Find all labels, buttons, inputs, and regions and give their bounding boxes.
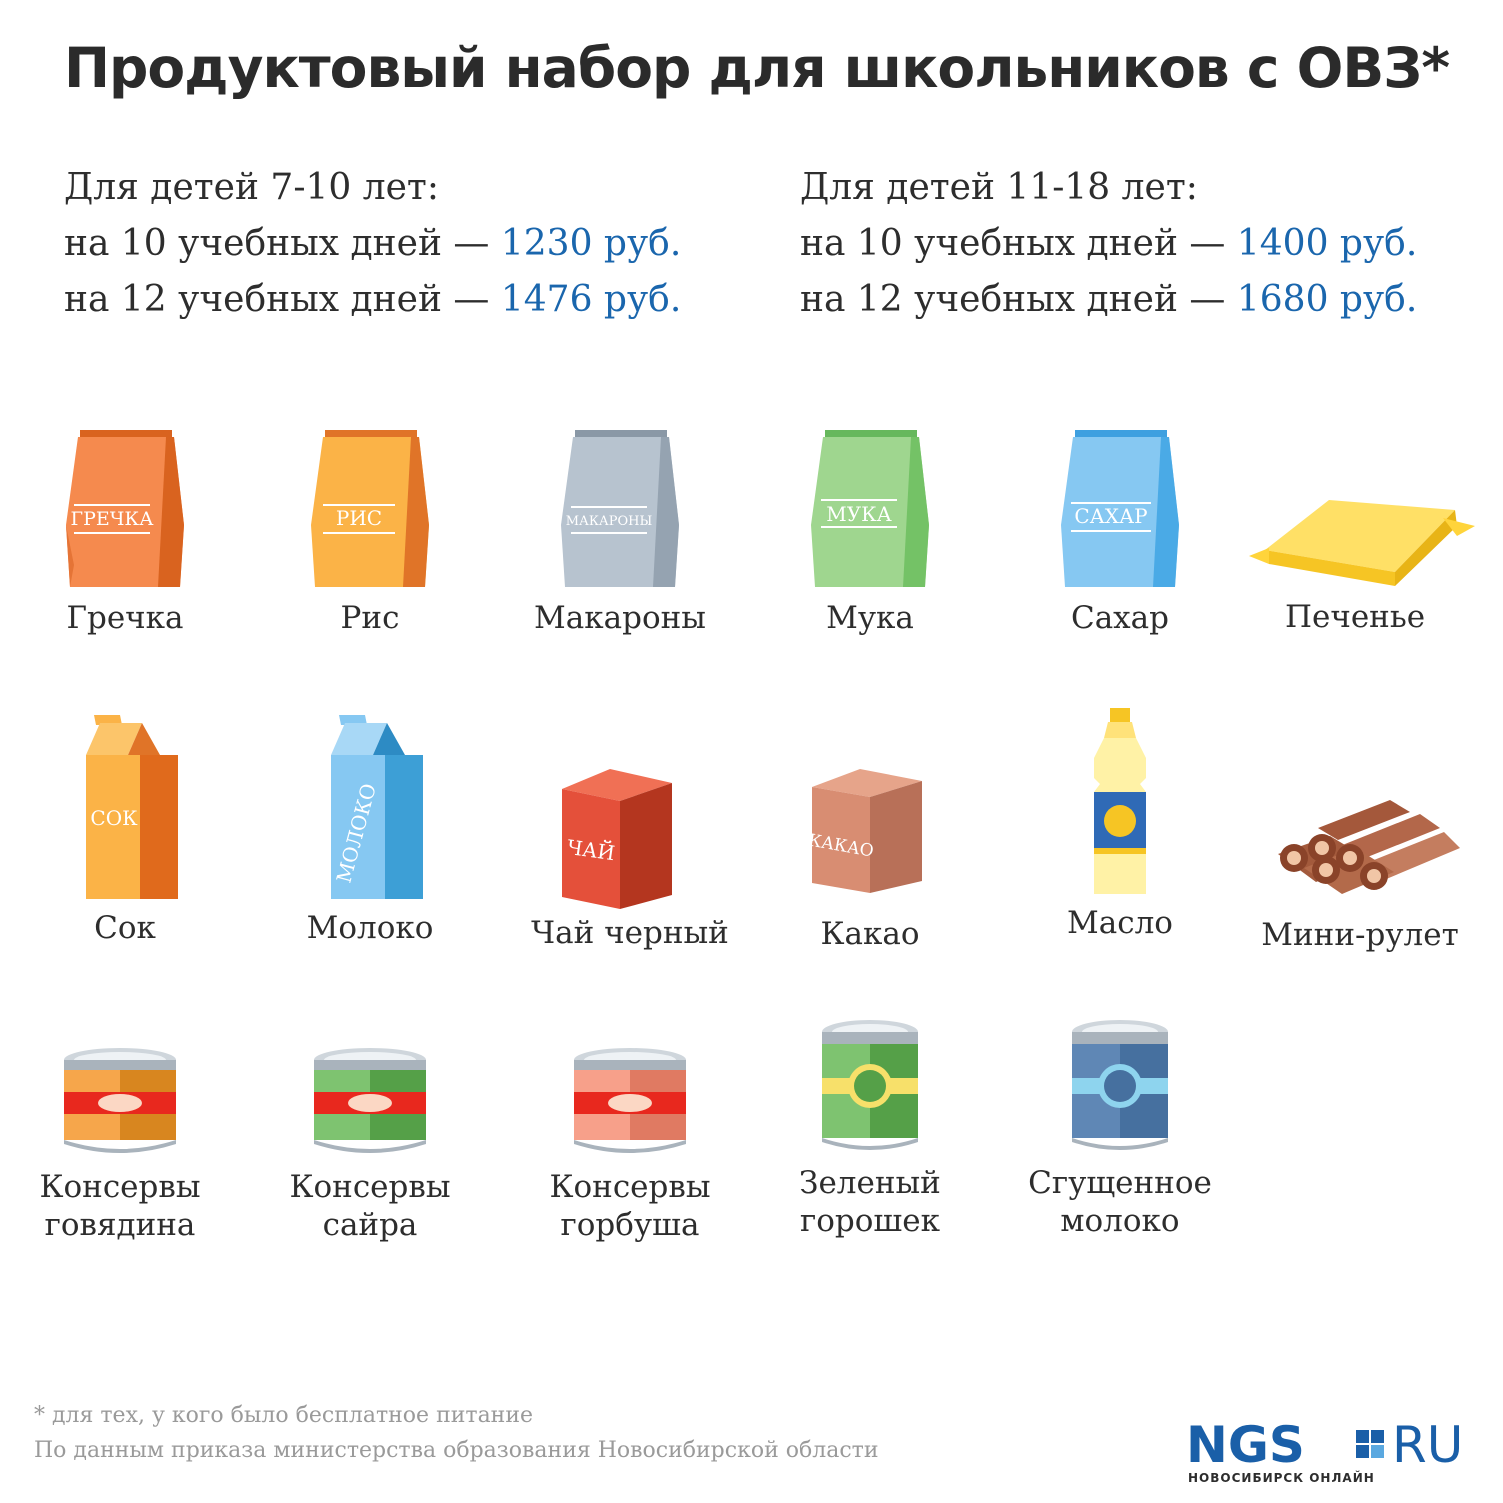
can-icon [574, 1048, 686, 1153]
can-icon [822, 1020, 918, 1150]
item-makarony: МАКАРОНЫ Макароны [495, 425, 745, 637]
price-header: Для детей 7-10 лет: [64, 167, 439, 208]
item-label: Макароны [534, 600, 706, 636]
package-label: ГРЕЧКА [70, 508, 154, 530]
can-icon [1072, 1020, 1168, 1150]
item-gorbusha: Консервы горбуша [505, 1046, 755, 1244]
item-label: Какао [820, 916, 920, 952]
package-label: САХАР [1074, 504, 1147, 528]
price-value: 1400 руб. [1236, 223, 1418, 264]
price-line-10-days: на 10 учебных дней — 1230 руб. [64, 223, 682, 264]
bag-icon: РИС [311, 430, 429, 587]
item-label: Консервы горбуша [549, 1169, 711, 1243]
box-icon: КАКАО [807, 769, 922, 893]
item-label: Печенье [1284, 599, 1426, 635]
item-label: Масло [1067, 905, 1173, 941]
svg-text:NGS: NGS [1186, 1418, 1305, 1474]
cookie-pack-icon [1249, 500, 1475, 586]
roll-cake-icon [1278, 800, 1460, 894]
bag-icon: МАКАРОНЫ [561, 430, 679, 587]
footnote: * для тех, у кого было бесплатное питани… [34, 1403, 534, 1428]
svg-text:НОВОСИБИРСК ОНЛАЙН: НОВОСИБИРСК ОНЛАЙН [1188, 1470, 1375, 1485]
item-label: Сок [94, 910, 156, 946]
item-chai: ЧАЙ Чай черный [495, 765, 745, 952]
bag-icon: САХАР [1061, 430, 1179, 587]
source-note: По данным приказа министерства образован… [34, 1438, 879, 1463]
ngs-logo[interactable]: NGS RU НОВОСИБИРСК ОНЛАЙН [1186, 1418, 1486, 1488]
item-label: Консервы говядина [39, 1169, 201, 1243]
item-label: Консервы сайра [289, 1169, 451, 1243]
package-label: МАКАРОНЫ [566, 514, 653, 529]
item-grechka: ГРЕЧКА Гречка [0, 425, 250, 637]
oil-bottle-icon [1094, 708, 1146, 894]
price-value: 1230 руб. [500, 223, 682, 264]
item-pechenye: Печенье [1230, 490, 1480, 636]
item-goroshek: Зеленый горошек [745, 1018, 995, 1240]
box-icon: ЧАЙ [562, 769, 672, 909]
package-label: МУКА [826, 502, 892, 526]
item-label: Сахар [1070, 600, 1169, 636]
carton-icon: МОЛОКО [331, 715, 423, 899]
item-label: Гречка [66, 600, 184, 636]
item-govyadina: Консервы говядина [0, 1046, 245, 1244]
package-label: СОК [90, 806, 138, 830]
price-block-11-18: Для детей 11-18 лет: на 10 учебных дней … [800, 160, 1417, 328]
price-block-7-10: Для детей 7-10 лет: на 10 учебных дней —… [64, 160, 681, 328]
item-sok: СОК Сок [0, 715, 250, 947]
item-ris: РИС Рис [245, 425, 495, 637]
price-header: Для детей 11-18 лет: [800, 167, 1198, 208]
item-label: Зеленый горошек [799, 1165, 941, 1239]
item-label: Молоко [306, 910, 434, 946]
item-sgushenka: Сгущенное молоко [995, 1018, 1245, 1240]
item-saira: Консервы сайра [245, 1046, 495, 1244]
item-label: Сгущенное молоко [1028, 1165, 1212, 1239]
price-value: 1476 руб. [500, 279, 682, 320]
item-label: Мини-рулет [1261, 917, 1459, 953]
price-line-10-days: на 10 учебных дней — 1400 руб. [800, 223, 1418, 264]
bag-icon: МУКА [811, 430, 929, 587]
item-label: Чай черный [531, 915, 729, 951]
svg-text:RU: RU [1392, 1418, 1463, 1474]
item-label: Рис [340, 600, 400, 636]
price-value: 1680 руб. [1236, 279, 1418, 320]
page-title: Продуктовый набор для школьников с ОВЗ* [64, 36, 1450, 100]
carton-icon: СОК [86, 715, 178, 899]
can-icon [64, 1048, 176, 1153]
item-muka: МУКА Мука [745, 425, 995, 637]
price-line-12-days: на 12 учебных дней — 1476 руб. [64, 279, 682, 320]
bag-icon: ГРЕЧКА [66, 430, 184, 587]
item-minirulet: Мини-рулет [1230, 798, 1480, 954]
can-icon [314, 1048, 426, 1153]
package-label: РИС [336, 506, 382, 530]
item-moloko: МОЛОКО Молоко [245, 715, 495, 947]
item-sahar: САХАР Сахар [995, 425, 1245, 637]
item-maslo: Масло [995, 708, 1245, 942]
item-kakao: КАКАО Какао [745, 765, 995, 953]
logo-square-icon [1356, 1430, 1384, 1458]
price-line-12-days: на 12 учебных дней — 1680 руб. [800, 279, 1418, 320]
item-label: Мука [826, 600, 914, 636]
